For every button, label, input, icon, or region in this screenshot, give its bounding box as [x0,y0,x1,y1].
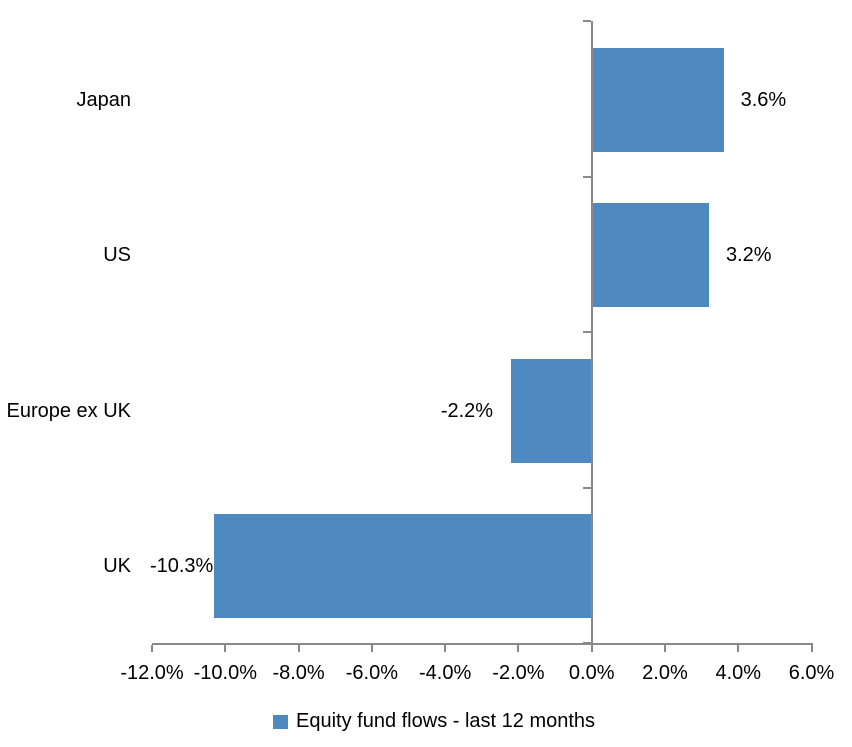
legend-label: Equity fund flows - last 12 months [296,710,596,732]
category-label-japan: Japan [76,88,132,111]
bar-uk [214,514,592,618]
data-label-japan: 3.6% [740,88,787,111]
x-axis-tick [370,645,373,652]
x-axis-tick [810,645,813,652]
category-label-uk: UK [103,555,131,577]
x-axis-tick [224,645,227,652]
category-axis-tick [582,486,591,489]
x-axis-tick [151,645,154,652]
x-axis-line [152,643,813,645]
x-axis-tick [297,645,300,652]
bar-europe-ex-uk [511,358,592,463]
x-tick-label: -8.0% [272,662,325,684]
data-label-us: 3.2% [725,244,772,266]
legend: Equity fund flows - last 12 months [273,709,595,733]
x-tick-label: 2.0% [642,662,688,684]
x-tick-label: 0.0% [568,662,615,684]
x-tick-label: 4.0% [715,662,762,684]
x-tick-label: 6.0% [788,662,835,684]
x-axis-tick [737,645,740,652]
category-axis-tick [582,175,591,178]
category-label-us: US [103,244,131,266]
data-label-europe-ex-uk: -2.2% [440,399,494,422]
bar-japan [591,47,724,152]
x-axis-tick [517,645,520,652]
bar-us [591,203,709,307]
value-axis-line [590,21,593,643]
legend-swatch-icon [273,715,288,729]
x-tick-label: -10.0% [193,662,257,684]
x-axis-tick [444,645,447,652]
x-tick-label: -2.0% [492,662,545,684]
x-tick-label: -4.0% [419,662,472,684]
x-tick-label: -12.0% [120,662,184,684]
x-axis-tick [590,645,593,652]
category-axis-tick [582,20,591,22]
x-axis-tick [663,645,666,652]
category-label-europe-ex-uk: Europe ex UK [6,399,131,422]
x-tick-label: -6.0% [345,662,398,684]
data-label-uk: -10.3% [149,555,214,577]
category-axis-tick [582,331,591,333]
